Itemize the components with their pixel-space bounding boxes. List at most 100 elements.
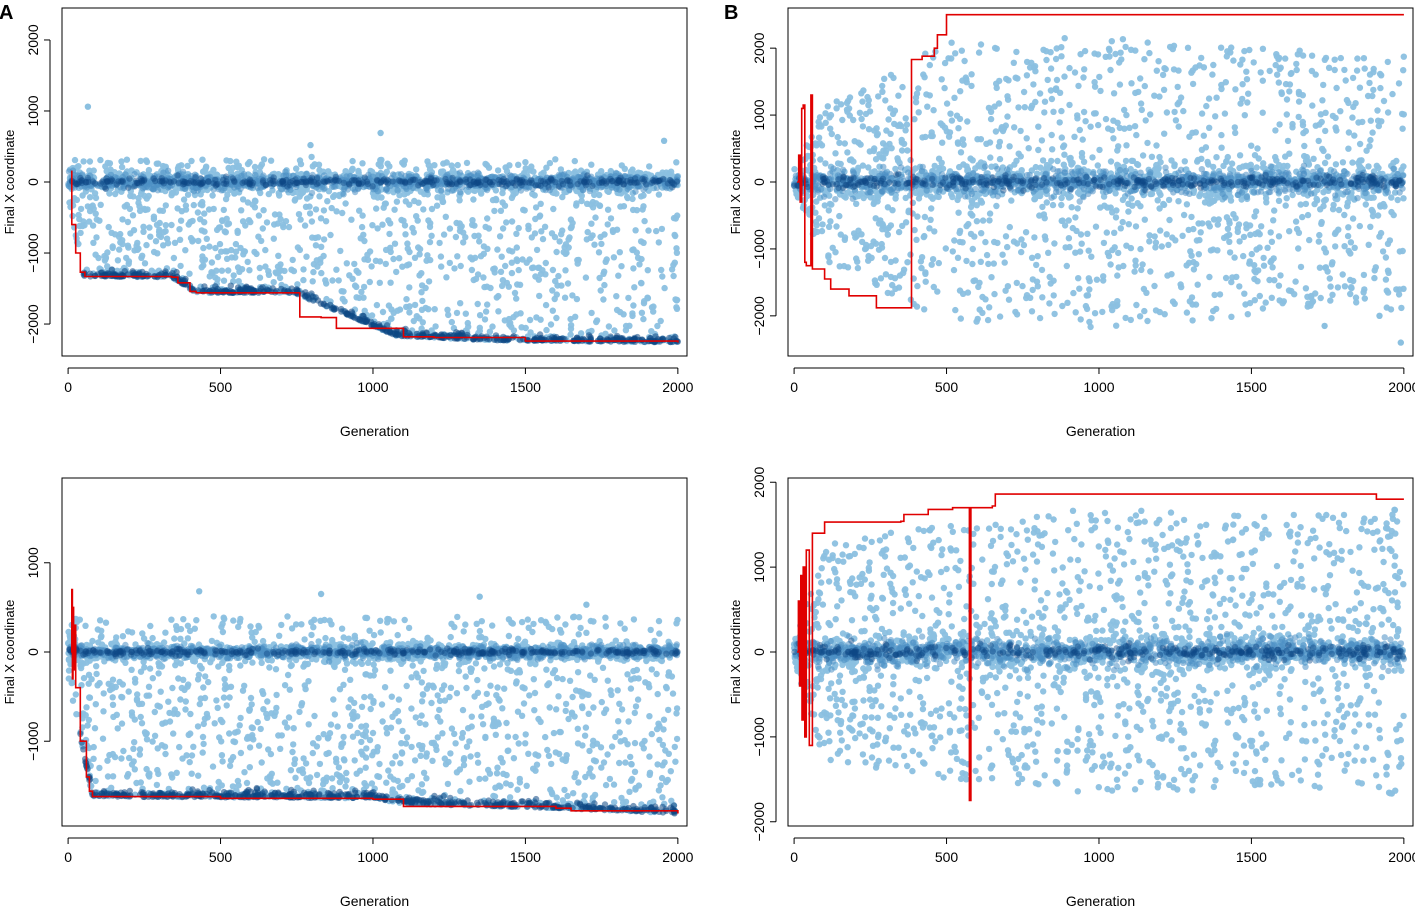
data-point bbox=[985, 260, 992, 268]
data-point bbox=[538, 228, 545, 235]
data-point bbox=[124, 242, 132, 249]
data-point bbox=[603, 256, 610, 263]
data-point bbox=[1151, 92, 1158, 99]
data-point bbox=[564, 280, 572, 287]
data-point bbox=[385, 217, 392, 224]
data-point bbox=[567, 331, 574, 338]
data-point bbox=[220, 206, 227, 214]
data-point bbox=[451, 265, 458, 272]
data-point bbox=[393, 268, 400, 276]
data-point bbox=[165, 167, 172, 174]
data-point bbox=[115, 233, 123, 240]
data-point bbox=[227, 282, 234, 289]
data-point bbox=[1047, 280, 1054, 287]
data-point bbox=[1203, 102, 1210, 110]
data-point bbox=[376, 279, 383, 286]
data-point bbox=[308, 290, 315, 297]
data-point bbox=[457, 262, 464, 270]
data-point bbox=[639, 206, 646, 213]
data-point bbox=[496, 233, 504, 240]
data-point bbox=[892, 257, 899, 264]
data-point bbox=[1271, 207, 1278, 214]
data-point bbox=[597, 287, 604, 294]
data-point bbox=[498, 282, 506, 290]
data-point bbox=[255, 212, 263, 219]
data-point bbox=[114, 257, 122, 264]
data-point bbox=[251, 204, 259, 211]
data-point bbox=[175, 179, 182, 186]
data-point bbox=[160, 169, 167, 176]
data-point bbox=[1110, 117, 1117, 124]
data-point bbox=[439, 198, 447, 206]
data-point bbox=[232, 248, 240, 255]
data-point bbox=[1259, 45, 1267, 52]
data-point bbox=[168, 221, 175, 229]
data-point bbox=[1367, 223, 1374, 230]
data-point bbox=[495, 176, 502, 184]
data-point bbox=[1174, 83, 1181, 91]
data-point bbox=[1142, 117, 1149, 124]
data-point bbox=[637, 238, 645, 245]
data-point bbox=[1315, 238, 1323, 245]
data-point bbox=[300, 276, 307, 284]
data-point bbox=[260, 207, 267, 214]
data-point bbox=[392, 331, 399, 338]
data-point bbox=[124, 218, 132, 226]
data-point bbox=[410, 317, 417, 325]
data-point bbox=[497, 207, 505, 214]
data-point bbox=[259, 225, 266, 232]
data-point bbox=[146, 224, 153, 231]
data-point bbox=[942, 245, 949, 252]
data-point bbox=[1114, 298, 1121, 305]
data-point bbox=[986, 304, 993, 311]
data-point bbox=[419, 330, 426, 337]
data-point bbox=[1193, 237, 1201, 244]
data-point bbox=[559, 193, 566, 201]
data-point bbox=[1041, 98, 1049, 105]
data-point bbox=[515, 224, 522, 232]
data-point bbox=[333, 208, 340, 215]
data-point bbox=[184, 162, 191, 170]
data-point bbox=[202, 166, 209, 174]
data-point bbox=[361, 174, 368, 181]
data-point bbox=[276, 192, 283, 199]
data-point bbox=[251, 248, 258, 256]
data-point bbox=[1228, 44, 1235, 51]
data-point bbox=[815, 134, 823, 141]
data-point bbox=[508, 194, 516, 202]
data-point bbox=[1221, 110, 1229, 117]
data-point bbox=[967, 210, 974, 217]
data-point bbox=[629, 195, 636, 203]
data-point bbox=[858, 231, 865, 238]
data-point bbox=[525, 179, 533, 186]
data-point bbox=[123, 156, 131, 163]
data-point bbox=[1347, 239, 1355, 246]
data-point bbox=[591, 241, 598, 248]
data-point bbox=[104, 178, 111, 185]
data-point bbox=[443, 274, 450, 281]
data-point bbox=[155, 228, 163, 236]
data-point bbox=[431, 162, 438, 169]
data-point bbox=[480, 250, 487, 257]
data-point bbox=[232, 240, 240, 248]
data-point bbox=[629, 166, 636, 173]
data-point bbox=[601, 268, 608, 275]
data-point bbox=[409, 224, 416, 232]
data-point bbox=[302, 293, 310, 300]
data-point bbox=[588, 161, 595, 168]
data-point bbox=[96, 217, 103, 224]
data-point bbox=[957, 315, 964, 322]
data-point bbox=[1295, 113, 1302, 121]
data-point bbox=[416, 315, 423, 322]
data-point bbox=[969, 157, 976, 164]
data-point bbox=[591, 191, 598, 199]
data-point bbox=[216, 224, 224, 231]
data-point bbox=[1072, 309, 1079, 316]
data-point bbox=[601, 281, 608, 289]
data-point bbox=[482, 160, 489, 168]
data-point bbox=[982, 296, 989, 303]
data-point bbox=[374, 177, 381, 184]
data-point bbox=[1122, 43, 1129, 51]
data-point bbox=[575, 337, 582, 344]
data-point bbox=[1264, 244, 1271, 251]
